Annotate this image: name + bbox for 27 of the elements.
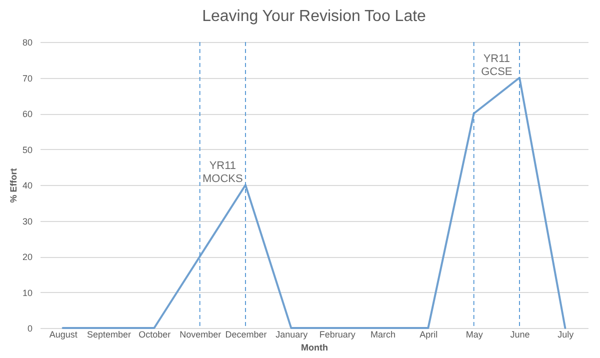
- x-tick-label: September: [86, 330, 132, 340]
- x-tick-label: November: [180, 330, 222, 340]
- line-series: [62, 76, 566, 329]
- x-tick-label: December: [225, 330, 267, 340]
- x-tick-label: May: [466, 330, 484, 340]
- x-tick-label: August: [49, 330, 78, 340]
- y-tick-label: 60: [22, 109, 32, 119]
- y-tick-label: 0: [27, 324, 32, 334]
- y-tick-label: 80: [22, 38, 32, 48]
- x-tick-label: October: [138, 330, 171, 340]
- y-tick-label: 10: [22, 288, 32, 298]
- y-tick-label: 50: [22, 144, 32, 155]
- y-tick-label: 20: [22, 252, 32, 262]
- x-tick-label: June: [510, 330, 530, 340]
- x-tick-label: March: [370, 330, 396, 340]
- y-tick-label: 40: [22, 180, 32, 190]
- x-axis-title: Month: [301, 342, 328, 352]
- x-tick-label: April: [420, 330, 438, 340]
- ref-line-label: YR11 MOCKS: [202, 160, 243, 185]
- ref-line-label: YR11 GCSE: [481, 52, 512, 78]
- y-tick-label: 70: [22, 73, 32, 84]
- x-tick-label: July: [558, 330, 574, 340]
- y-tick-label: 30: [22, 216, 32, 226]
- chart-title: Leaving Your Revision Too Late: [202, 8, 426, 25]
- y-axis-title: % Effort: [8, 168, 18, 203]
- x-tick-label: January: [276, 330, 308, 340]
- x-tick-label: February: [319, 330, 356, 340]
